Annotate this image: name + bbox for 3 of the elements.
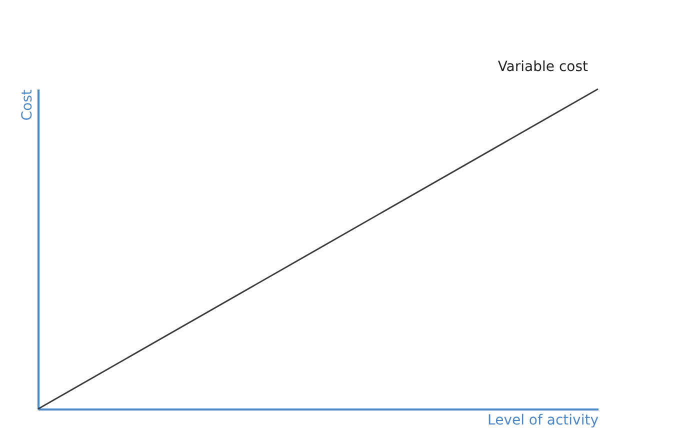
x-axis-title: Level of activity [488, 412, 598, 428]
series-label: Variable cost [498, 59, 589, 75]
y-axis-title: Cost [20, 88, 36, 121]
